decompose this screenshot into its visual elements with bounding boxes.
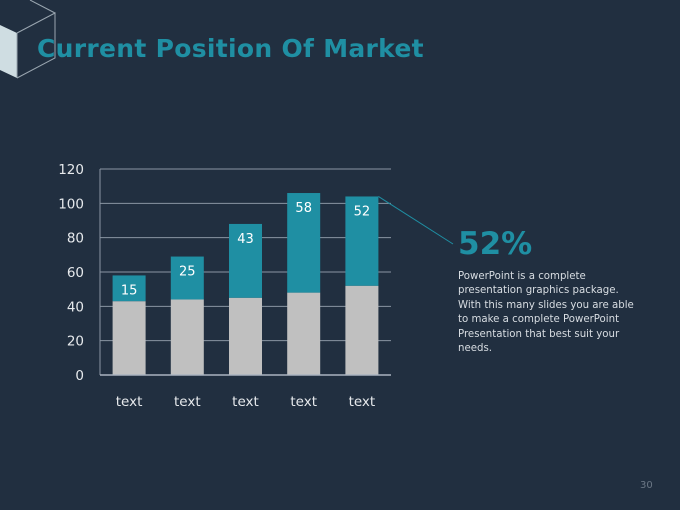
page-number: 30	[640, 480, 653, 491]
bar-top	[170, 256, 204, 300]
cube-decoration-icon	[0, 0, 56, 79]
x-tick-label: text	[232, 394, 259, 410]
bar-top	[287, 193, 321, 293]
y-tick-label: 0	[75, 368, 84, 384]
callout-description: PowerPoint is a complete presentation gr…	[458, 271, 634, 355]
x-tick-label: text	[349, 394, 376, 410]
y-tick-label: 100	[58, 196, 84, 212]
page-title: Current Position Of Market	[37, 34, 424, 63]
data-label: 58	[295, 201, 312, 216]
bar-top	[345, 196, 379, 286]
y-tick-label: 20	[67, 334, 84, 350]
bar-base	[229, 297, 262, 375]
data-label: 25	[179, 265, 196, 280]
bar-top	[229, 223, 262, 298]
x-tick-label: text	[290, 394, 317, 410]
y-tick-label: 60	[67, 265, 84, 281]
data-label: 43	[237, 232, 254, 247]
y-tick-label: 40	[67, 299, 84, 315]
y-tick-label: 80	[67, 231, 84, 247]
callout-value: 52%	[458, 226, 533, 262]
data-label: 15	[121, 283, 138, 298]
bar-top	[112, 275, 146, 302]
x-tick-label: text	[174, 394, 201, 410]
bar-base	[112, 301, 146, 375]
y-tick-label: 120	[58, 162, 84, 178]
callout-connector	[378, 196, 454, 245]
bar-base	[287, 292, 321, 375]
data-label: 52	[354, 204, 371, 219]
bar-base	[170, 299, 204, 375]
x-tick-label: text	[116, 394, 143, 410]
bar-base	[345, 285, 379, 375]
